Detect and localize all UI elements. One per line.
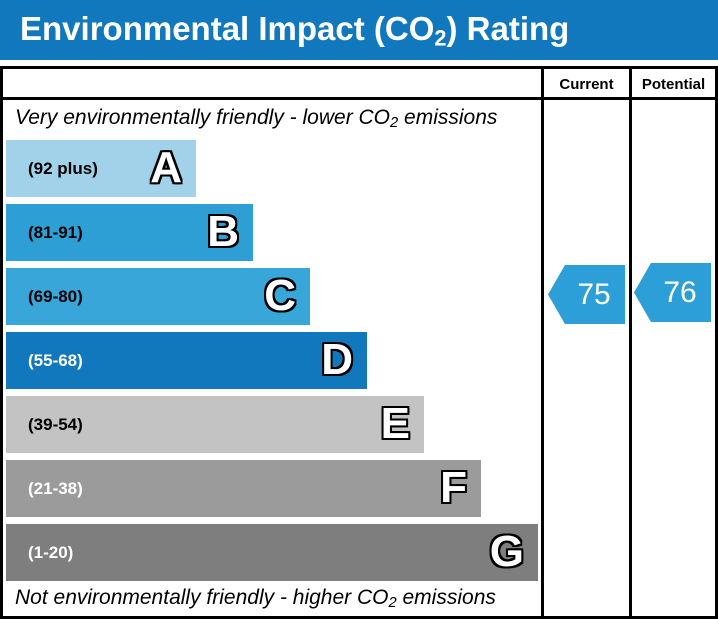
chart-title: Environmental Impact (CO2) Rating [20, 10, 570, 51]
column-divider-current [541, 69, 544, 616]
band-range-label: (69-80) [28, 287, 83, 306]
band-row-a: (92 plus) A [6, 140, 196, 197]
column-divider-potential [629, 69, 632, 616]
chart-title-bar: Environmental Impact (CO2) Rating [0, 0, 718, 60]
band-row-d: (55-68) D [6, 332, 367, 389]
band-range-label: (92 plus) [28, 159, 98, 178]
band-row-c: (69-80) C [6, 268, 310, 325]
band-row-b: (81-91) B [6, 204, 253, 261]
band-letter: D [321, 335, 353, 384]
band-letter: C [264, 271, 296, 320]
band-letter: G [489, 527, 524, 576]
co2-subscript: 2 [434, 25, 447, 51]
column-header-potential: Potential [641, 76, 706, 93]
top-note: Very environmentally friendly - lower CO… [15, 106, 498, 131]
co2-subscript: 2 [388, 595, 397, 611]
column-header-row: Current Potential [3, 69, 715, 100]
band-row-e: (39-54) E [6, 396, 424, 453]
rating-bands: (92 plus) A (81-91) B (69-80) C (55-68) … [6, 140, 541, 588]
potential-rating-value: 76 [663, 276, 697, 309]
band-row-g: (1-20) G [6, 524, 538, 581]
band-letter: A [150, 143, 182, 192]
current-rating-value: 75 [577, 278, 611, 311]
band-range-label: (39-54) [28, 415, 83, 434]
rating-table: Current Potential Very environmentally f… [0, 66, 718, 619]
band-letter: B [207, 207, 239, 256]
band-range-label: (1-20) [28, 543, 74, 562]
column-header-current: Current [559, 76, 614, 93]
band-range-label: (55-68) [28, 351, 83, 370]
band-range-label: (21-38) [28, 479, 83, 498]
bottom-note: Not environmentally friendly - higher CO… [15, 586, 496, 611]
current-rating-arrow-icon: 75 [548, 265, 625, 324]
potential-rating-arrow-icon: 76 [634, 263, 711, 322]
band-row-f: (21-38) F [6, 460, 481, 517]
band-letter: E [380, 399, 410, 448]
co2-subscript: 2 [390, 114, 399, 131]
band-letter: F [440, 463, 467, 512]
band-range-label: (81-91) [28, 223, 83, 242]
